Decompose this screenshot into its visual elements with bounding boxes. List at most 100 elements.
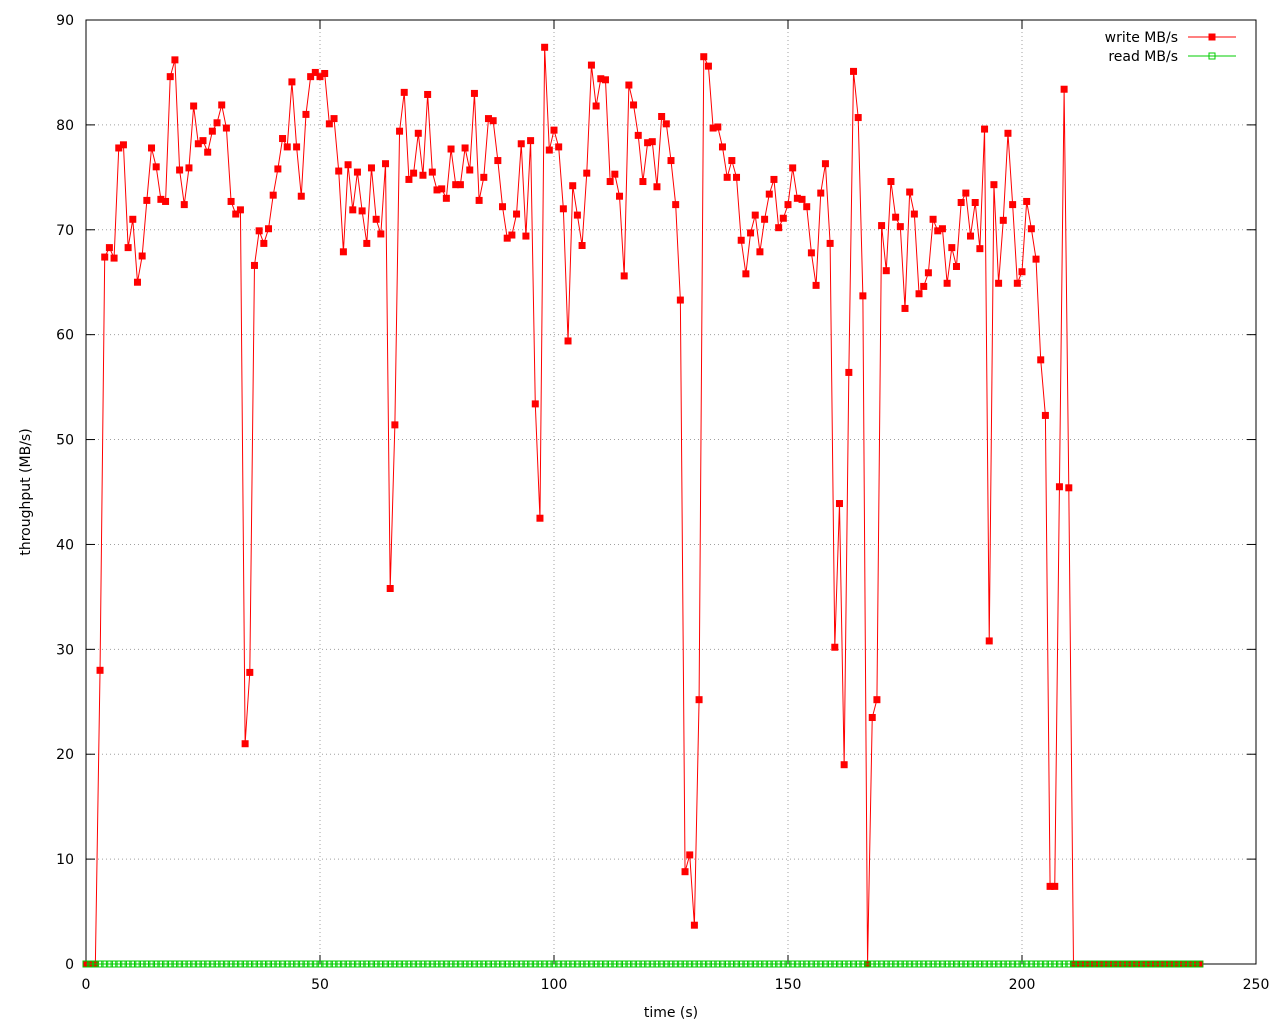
data-point [1163, 960, 1171, 968]
data-point [625, 960, 633, 968]
data-point [737, 960, 745, 968]
data-point [775, 960, 783, 968]
data-point [367, 164, 375, 172]
data-point [784, 960, 792, 968]
data-point [1023, 960, 1031, 968]
x-tick-label: 50 [311, 977, 329, 993]
data-point [260, 239, 268, 247]
data-point [358, 960, 366, 968]
data-point [484, 960, 492, 968]
data-point [1121, 960, 1129, 968]
data-point [475, 960, 483, 968]
data-point [410, 960, 418, 968]
data-point [550, 126, 558, 134]
data-point [302, 110, 310, 118]
data-point [410, 169, 418, 177]
data-point [831, 643, 839, 651]
data-point [831, 960, 839, 968]
data-point [339, 960, 347, 968]
data-point [789, 164, 797, 172]
data-point [728, 960, 736, 968]
data-point [447, 960, 455, 968]
data-point [578, 242, 586, 250]
data-point [517, 960, 525, 968]
data-point [1032, 255, 1040, 263]
data-point [971, 199, 979, 207]
data-point [803, 960, 811, 968]
data-point [1135, 960, 1143, 968]
data-point [143, 960, 151, 968]
data-point [1098, 960, 1106, 968]
data-point [232, 210, 240, 218]
data-point [494, 960, 502, 968]
data-point [611, 170, 619, 178]
data-point [747, 960, 755, 968]
data-point [892, 960, 900, 968]
data-point [892, 213, 900, 221]
data-point [213, 960, 221, 968]
data-point [513, 960, 521, 968]
data-point [1084, 960, 1092, 968]
data-point [218, 960, 226, 968]
data-point [250, 261, 258, 269]
data-point [583, 169, 591, 177]
data-point [190, 960, 198, 968]
data-point [681, 868, 689, 876]
data-point [265, 225, 273, 233]
data-point [508, 960, 516, 968]
data-point [377, 960, 385, 968]
data-point [255, 227, 263, 235]
data-point [382, 960, 390, 968]
data-point [246, 668, 254, 676]
data-point [948, 960, 956, 968]
data-point [138, 252, 146, 260]
data-point [578, 960, 586, 968]
data-point [349, 960, 357, 968]
y-tick-label: 10 [56, 852, 74, 868]
x-tick-label: 250 [1243, 977, 1270, 993]
data-point [878, 960, 886, 968]
data-point [704, 960, 712, 968]
data-point [550, 960, 558, 968]
data-point [119, 960, 127, 968]
series-1 [82, 960, 1204, 968]
data-point [1149, 960, 1157, 968]
data-point [330, 960, 338, 968]
data-point [999, 960, 1007, 968]
data-point [400, 960, 408, 968]
data-point [363, 239, 371, 247]
data-point [882, 960, 890, 968]
data-point [293, 143, 301, 151]
data-point [784, 201, 792, 209]
data-point [274, 960, 282, 968]
data-point [812, 281, 820, 289]
data-point [653, 960, 661, 968]
data-point [129, 960, 137, 968]
data-point [976, 960, 984, 968]
data-point [424, 960, 432, 968]
data-point [283, 960, 291, 968]
data-point [255, 960, 263, 968]
data-point [896, 223, 904, 231]
data-point [419, 171, 427, 179]
data-point [812, 960, 820, 968]
data-point [1013, 960, 1021, 968]
x-tick-label: 200 [1009, 977, 1036, 993]
data-point [686, 851, 694, 859]
data-point [1041, 960, 1049, 968]
data-point [190, 102, 198, 110]
data-point [424, 90, 432, 98]
data-point [704, 62, 712, 70]
data-point [269, 960, 277, 968]
data-point [372, 960, 380, 968]
data-point [662, 960, 670, 968]
data-point [274, 165, 282, 173]
data-point [709, 960, 717, 968]
data-point [545, 960, 553, 968]
data-point [835, 960, 843, 968]
data-point [148, 960, 156, 968]
data-point [1051, 882, 1059, 890]
data-point [531, 400, 539, 408]
data-point [466, 166, 474, 174]
data-point [747, 229, 755, 237]
